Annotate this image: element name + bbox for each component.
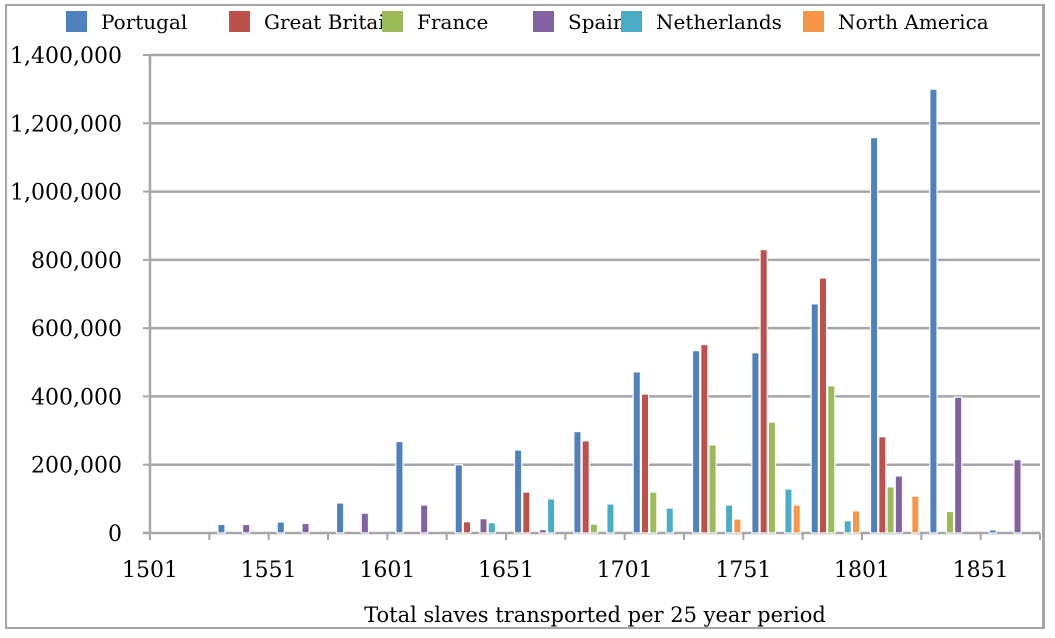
y-tick-label: 600,000 (31, 317, 122, 342)
x-tick-label: 1701 (597, 558, 653, 583)
bar-spain-1626 (479, 518, 488, 534)
x-tick-label: 1601 (359, 558, 415, 583)
bar-france-1826 (945, 510, 955, 534)
x-tick-label: 1801 (834, 558, 890, 583)
bar-netherlands-1751 (784, 488, 793, 534)
bar-north-america-1751 (792, 504, 801, 534)
bar-spain-1826 (953, 396, 963, 534)
bar-portugal-1826 (929, 88, 938, 534)
bar-france-1701 (649, 491, 658, 534)
bar-netherlands-1626 (487, 522, 496, 534)
legend-swatch (66, 11, 87, 32)
x-tick-label: 1651 (478, 558, 534, 583)
bar-portugal-1751 (751, 352, 760, 534)
bar-spain-1551 (301, 522, 310, 534)
y-tick-label: 400,000 (31, 385, 122, 410)
x-tick-label: 1851 (953, 558, 1009, 583)
bar-portugal-1701 (632, 371, 641, 534)
bar-great-britain-1801 (878, 436, 887, 534)
bar-great-britain-1701 (640, 393, 650, 534)
y-tick-label: 800,000 (31, 249, 122, 274)
y-tick-label: 1,200,000 (10, 112, 122, 137)
legend: Portugal Great Britain France Spain Netherla… (66, 10, 989, 34)
bar-portugal-1801 (869, 137, 879, 534)
legend-swatch (382, 11, 403, 32)
legend-swatch (803, 11, 824, 32)
legend-item-great-britain: Great Britain (229, 10, 398, 34)
bar-spain-1576 (360, 512, 370, 534)
bar-portugal-1851 (988, 529, 997, 534)
y-tick-label: 200,000 (31, 454, 122, 479)
bar-netherlands-1776 (843, 520, 852, 534)
bar-spain-1851 (1013, 458, 1022, 534)
bar-portugal-1526 (217, 523, 226, 534)
legend-label: Netherlands (656, 10, 782, 34)
bar-spain-1651 (538, 528, 548, 534)
bar-france-1676 (589, 523, 599, 534)
gridlines (150, 53, 1040, 466)
bar-portugal-1576 (335, 502, 345, 534)
legend-item-netherlands: Netherlands (621, 10, 782, 34)
y-tick-label: 1,400,000 (10, 44, 122, 69)
y-tick-label: 0 (108, 522, 122, 547)
bar-netherlands-1726 (724, 504, 734, 534)
bar-spain-1526 (241, 523, 251, 534)
legend-item-portugal: Portugal (66, 10, 187, 34)
bar-great-britain-1751 (759, 249, 768, 534)
x-tick-label: 1551 (241, 558, 297, 583)
bar-portugal-1551 (276, 521, 285, 534)
bar-france-1726 (708, 444, 717, 534)
y-axis: 0 200,000 400,000 600,000 800,000 1,000,000 1,… (10, 44, 152, 547)
bar-portugal-1626 (454, 464, 463, 534)
bar-great-britain-1726 (700, 343, 709, 534)
x-axis-title: Total slaves transported per 25 year per… (364, 603, 826, 627)
bar-north-america-1726 (733, 518, 742, 534)
bar-netherlands-1676 (606, 503, 615, 534)
bar-netherlands-1701 (665, 507, 674, 534)
legend-item-france: France (382, 10, 488, 34)
legend-swatch (533, 11, 554, 32)
bar-north-america-1801 (911, 495, 920, 534)
legend-item-north-america: North America (803, 10, 989, 34)
x-axis: 1501 1551 1601 1651 1701 1751 1801 1851 (122, 531, 1041, 583)
bar-great-britain-1626 (462, 521, 472, 534)
y-tick-label: 1,000,000 (10, 181, 122, 206)
legend-label: France (417, 10, 488, 34)
bar-france-1776 (827, 385, 836, 534)
legend-label: Great Britain (264, 10, 398, 34)
bar-portugal-1726 (691, 350, 701, 534)
legend-swatch (229, 11, 250, 32)
bar-portugal-1776 (810, 303, 819, 534)
bar-portugal-1651 (513, 449, 523, 534)
bar-portugal-1601 (395, 440, 404, 534)
bar-great-britain-1776 (818, 277, 828, 534)
x-tick-label: 1751 (715, 558, 771, 583)
bar-france-1801 (886, 486, 895, 534)
bar-netherlands-1651 (546, 498, 556, 534)
bar-great-britain-1676 (581, 440, 590, 534)
bars (217, 88, 1022, 534)
legend-label: North America (838, 10, 989, 34)
bar-great-britain-1651 (522, 491, 531, 534)
legend-swatch (621, 11, 642, 32)
bar-france-1751 (767, 421, 777, 534)
legend-label: Spain (568, 10, 626, 34)
bar-spain-1801 (894, 475, 904, 534)
x-tick-label: 1501 (122, 558, 178, 583)
legend-label: Portugal (101, 10, 187, 34)
bar-portugal-1676 (573, 430, 582, 534)
bar-north-america-1776 (851, 510, 861, 534)
bar-spain-1601 (419, 504, 429, 534)
chart-frame (5, 4, 1045, 629)
legend-item-spain: Spain (533, 10, 626, 34)
